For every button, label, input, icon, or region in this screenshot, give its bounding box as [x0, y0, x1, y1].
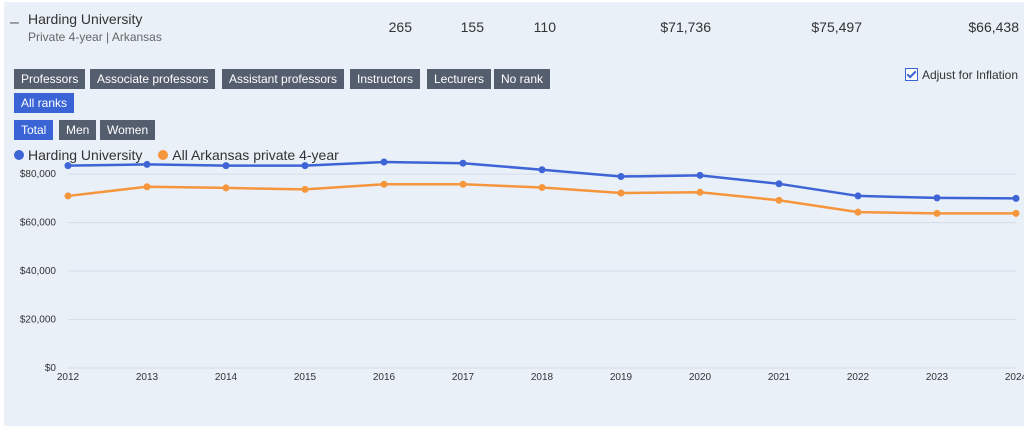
institution-subtitle: Private 4-year | Arkansas — [28, 30, 162, 44]
checkbox-checked-icon[interactable] — [904, 68, 918, 81]
x-tick-label: 2024 — [1005, 372, 1024, 383]
x-tick-label: 2022 — [847, 372, 870, 383]
data-point-series-1 — [380, 158, 388, 166]
rank-button-associate[interactable]: Associate professors — [90, 69, 216, 89]
x-tick-label: 2017 — [452, 372, 475, 383]
stat-salary-women: $66,438 — [968, 19, 1019, 35]
data-point-series-2 — [301, 185, 309, 193]
salary-line-chart: $0 $20,000 $40,000 $60,000 $80,000 2012 2013 20… — [20, 158, 1024, 383]
adjust-inflation-label: Adjust for Inflation — [921, 68, 1018, 82]
data-point-series-2 — [933, 209, 941, 217]
x-tick-label: 2015 — [294, 372, 317, 383]
data-point-series-1 — [222, 162, 230, 170]
data-point-series-2 — [380, 180, 388, 188]
stat-men: 155 — [460, 19, 484, 35]
gender-button-total[interactable]: Total — [14, 120, 54, 140]
data-point-series-2 — [459, 180, 467, 188]
data-point-series-1 — [696, 171, 704, 179]
institution-panel: – Harding University Private 4-year | Ar… — [4, 2, 1024, 426]
x-tick-label: 2013 — [136, 372, 159, 383]
institution-row[interactable]: – Harding University Private 4-year | Ar… — [4, 2, 1024, 52]
data-point-series-1 — [301, 162, 309, 170]
data-point-series-2 — [538, 183, 546, 191]
stat-women: 110 — [533, 19, 556, 35]
rank-button-no-rank[interactable]: No rank — [494, 69, 551, 89]
gender-button-men[interactable]: Men — [59, 120, 97, 140]
x-tick-label: 2019 — [610, 372, 633, 383]
y-tick-label: $60,000 — [20, 218, 57, 229]
data-point-series-1 — [1012, 194, 1020, 202]
legend-label-series-2: All Arkansas private 4-year — [172, 147, 339, 163]
data-point-series-2 — [1012, 209, 1020, 217]
legend-item-series-1[interactable]: Harding University — [14, 147, 142, 163]
data-point-series-1 — [775, 180, 783, 188]
adjust-inflation-checkbox[interactable]: Adjust for Inflation — [904, 68, 1018, 82]
legend-item-series-2[interactable]: All Arkansas private 4-year — [158, 147, 339, 163]
data-point-series-1 — [459, 159, 467, 167]
x-tick-label: 2016 — [373, 372, 396, 383]
stat-salary-men: $75,497 — [811, 19, 862, 35]
data-point-series-2 — [64, 192, 72, 200]
x-tick-label: 2014 — [215, 372, 238, 383]
x-tick-label: 2021 — [768, 372, 791, 383]
legend-label-series-1: Harding University — [28, 147, 143, 163]
rank-button-professors[interactable]: Professors — [14, 69, 86, 89]
collapse-icon[interactable]: – — [10, 14, 19, 31]
gender-button-women[interactable]: Women — [100, 120, 156, 140]
y-tick-label: $20,000 — [20, 315, 57, 326]
rank-button-lecturers[interactable]: Lecturers — [427, 69, 492, 89]
legend-dot-series-2 — [158, 150, 169, 160]
y-tick-label: $40,000 — [20, 266, 57, 277]
data-point-series-1 — [854, 192, 862, 200]
data-point-series-1 — [617, 173, 625, 181]
data-point-series-2 — [222, 184, 230, 192]
x-tick-label: 2020 — [689, 372, 712, 383]
data-point-series-2 — [143, 183, 151, 191]
data-point-series-1 — [143, 160, 151, 168]
stat-total-faculty: 265 — [388, 19, 412, 35]
data-point-series-1 — [64, 162, 72, 170]
data-point-series-2 — [617, 189, 625, 197]
data-point-series-2 — [775, 196, 783, 204]
rank-button-instructors[interactable]: Instructors — [350, 69, 421, 89]
rank-button-assistant[interactable]: Assistant professors — [222, 69, 345, 89]
data-point-series-1 — [933, 194, 941, 202]
y-tick-label: $80,000 — [20, 169, 57, 180]
y-tick-label: $0 — [45, 363, 57, 374]
data-point-series-1 — [538, 166, 546, 174]
x-tick-label: 2018 — [531, 372, 554, 383]
chart-legend: Harding University All Arkansas private … — [14, 147, 351, 163]
x-tick-label: 2012 — [57, 372, 80, 383]
data-point-series-2 — [696, 188, 704, 196]
legend-dot-series-1 — [14, 150, 24, 160]
rank-button-all-ranks[interactable]: All ranks — [14, 93, 75, 113]
x-tick-label: 2023 — [926, 372, 949, 383]
stat-salary-total: $71,736 — [660, 19, 711, 35]
institution-name: Harding University — [28, 11, 143, 27]
data-point-series-2 — [854, 208, 862, 216]
